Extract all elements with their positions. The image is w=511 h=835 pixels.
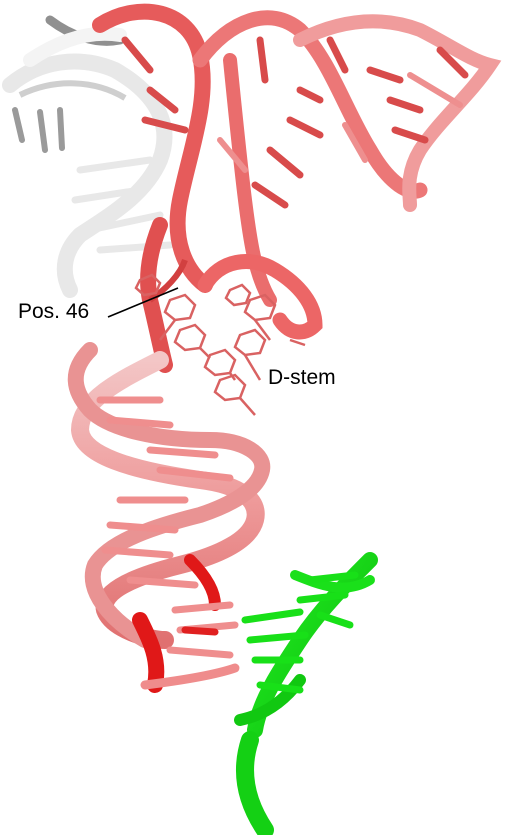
position-46-label: Pos. 46 xyxy=(18,300,90,323)
top-red-loops xyxy=(92,3,502,307)
d-stem-label: D-stem xyxy=(268,366,336,389)
lower-stem-helix xyxy=(67,342,271,693)
pointer-line xyxy=(107,287,179,318)
top-left-helix xyxy=(2,15,174,298)
green-rna-fragment xyxy=(234,552,378,835)
